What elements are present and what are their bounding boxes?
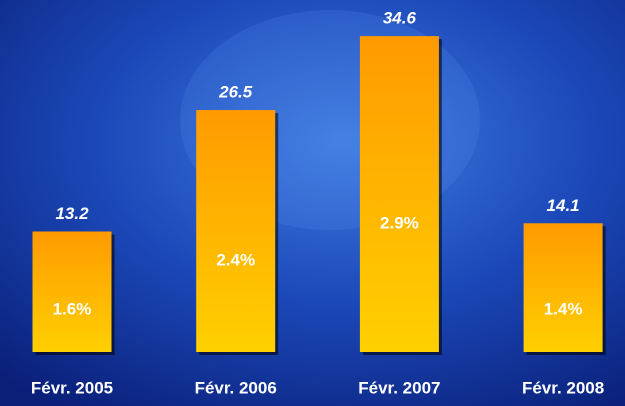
x-tick-label: Févr. 2006 [195,378,277,397]
share-label: 1.6% [53,299,92,318]
value-label: 34.6 [383,9,417,28]
value-label: 26.5 [218,83,253,102]
value-label: 13.2 [55,204,89,223]
bar [523,223,603,352]
share-label: 2.9% [380,214,419,233]
x-tick-label: Févr. 2007 [358,378,440,397]
x-tick-label: Févr. 2005 [31,378,113,397]
share-label: 1.4% [544,299,583,318]
value-label: 14.1 [547,196,580,215]
share-label: 2.4% [216,251,255,270]
bar [32,231,112,352]
bar [359,36,439,353]
x-tick-label: Févr. 2008 [522,378,604,397]
bar [196,110,276,353]
